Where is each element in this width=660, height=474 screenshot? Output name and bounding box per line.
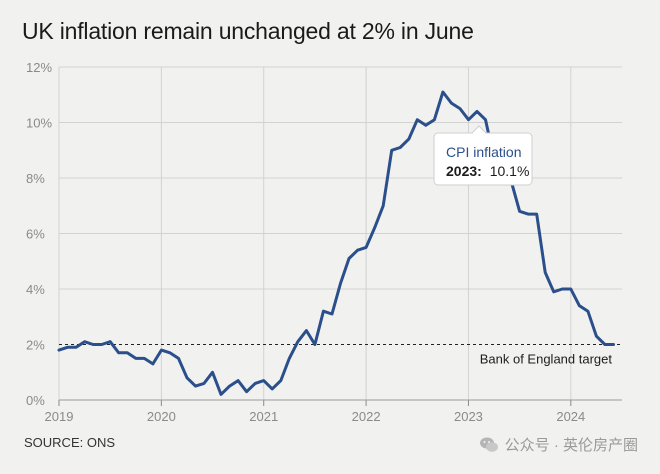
x-tick-label: 2020 <box>147 409 176 424</box>
grid-layer <box>58 66 622 400</box>
source-note: SOURCE: ONS <box>24 435 116 450</box>
x-tick-label: 2024 <box>556 409 585 424</box>
cpi-inflation-line[interactable] <box>57 90 615 396</box>
wechat-icon <box>479 435 499 455</box>
tooltip-number: 10.1% <box>490 163 530 179</box>
y-tick-label: 10% <box>26 116 52 131</box>
chart-title: UK inflation remain unchanged at 2% in J… <box>22 18 474 44</box>
tooltip-title: CPI inflation <box>446 144 521 160</box>
tooltip-pointer <box>471 125 487 134</box>
x-tick-label: 2023 <box>454 409 483 424</box>
y-tick-label: 0% <box>26 393 45 408</box>
tooltip-value: 2023: 10.1% <box>446 163 529 179</box>
tooltip-year: 2023: <box>446 163 482 179</box>
y-tick-label: 4% <box>26 282 45 297</box>
y-axis: 0% 2% 4% 6% 8% 10% 12% <box>26 60 52 408</box>
y-tick-label: 12% <box>26 60 52 75</box>
x-tick-label: 2019 <box>45 409 74 424</box>
x-axis: 2019 2020 2021 2022 2023 2024 <box>45 399 622 424</box>
x-tick-label: 2022 <box>352 409 381 424</box>
watermark-text: 公众号 · 英伦房产圈 <box>504 437 638 454</box>
x-tick-label: 2021 <box>249 409 278 424</box>
target-line-label: Bank of England target <box>480 352 613 367</box>
y-tick-label: 8% <box>26 171 45 186</box>
tooltip: CPI inflation 2023: 10.1% <box>433 125 533 186</box>
target-line-group: Bank of England target <box>59 344 622 367</box>
y-tick-label: 2% <box>26 338 45 353</box>
watermark: 公众号 · 英伦房产圈 <box>479 434 638 455</box>
y-tick-label: 6% <box>26 227 45 242</box>
